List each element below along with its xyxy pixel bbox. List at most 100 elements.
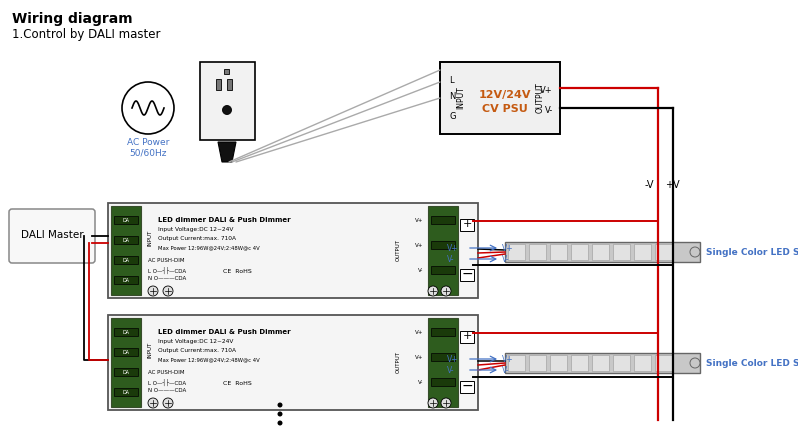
Circle shape (278, 403, 282, 407)
Bar (431, 353, 455, 361)
Text: L O—┤├—CDA: L O—┤├—CDA (148, 267, 186, 274)
Text: −: − (461, 379, 472, 393)
Bar (655, 244, 672, 260)
Text: N O———CDA: N O———CDA (148, 276, 186, 281)
Circle shape (428, 398, 438, 408)
Text: +: + (462, 331, 472, 341)
Bar (111, 318, 141, 407)
Text: Max Power 12:96W@24V;2:48W@c 4V: Max Power 12:96W@24V;2:48W@c 4V (158, 245, 260, 250)
Polygon shape (218, 142, 236, 162)
Bar (428, 318, 458, 407)
Text: Max Power 12:96W@24V;2:48W@c 4V: Max Power 12:96W@24V;2:48W@c 4V (158, 357, 260, 362)
Circle shape (441, 286, 451, 296)
Text: DA: DA (123, 257, 129, 263)
Text: V-: V- (447, 366, 455, 374)
Bar (431, 328, 455, 336)
Text: OUTPUT: OUTPUT (396, 351, 401, 373)
Text: DA: DA (123, 238, 129, 242)
Bar (613, 355, 630, 371)
Text: INPUT: INPUT (148, 230, 152, 246)
Text: DA: DA (123, 217, 129, 223)
Circle shape (690, 358, 700, 368)
Bar (508, 244, 525, 260)
Bar (550, 244, 567, 260)
Text: +: + (462, 219, 472, 229)
Bar (592, 244, 609, 260)
Text: CE  RoHS: CE RoHS (223, 381, 251, 386)
Bar (655, 355, 672, 371)
Circle shape (428, 286, 438, 296)
Text: INPUT: INPUT (148, 342, 152, 358)
Text: V+: V+ (447, 355, 459, 363)
Text: Input Voltage:DC 12~24V: Input Voltage:DC 12~24V (158, 339, 233, 344)
Text: AC Power: AC Power (127, 138, 169, 147)
Text: Input Voltage:DC 12~24V: Input Voltage:DC 12~24V (158, 227, 233, 232)
Bar (460, 381, 474, 393)
Text: 1.Control by DALI master: 1.Control by DALI master (12, 28, 160, 41)
Bar (114, 348, 138, 356)
Text: AC PUSH-DIM: AC PUSH-DIM (148, 370, 184, 375)
Text: Wiring diagram: Wiring diagram (12, 12, 132, 26)
Text: 12V/24V: 12V/24V (479, 90, 531, 100)
Bar (508, 355, 525, 371)
Bar (460, 331, 474, 343)
Bar (108, 203, 478, 298)
Text: INPUT: INPUT (456, 87, 465, 110)
Bar (114, 276, 138, 284)
Text: CE  RoHS: CE RoHS (223, 269, 251, 274)
Text: CV PSU: CV PSU (482, 104, 527, 114)
Text: 50/60Hz: 50/60Hz (129, 148, 167, 157)
Bar (431, 216, 455, 224)
Bar (431, 241, 455, 249)
Text: V+: V+ (414, 330, 423, 334)
Bar (224, 69, 229, 74)
Bar (114, 236, 138, 244)
Text: LED dimmer DALI & Push Dimmer: LED dimmer DALI & Push Dimmer (158, 217, 290, 223)
Bar (571, 244, 588, 260)
Bar (227, 79, 232, 90)
Bar (505, 242, 700, 262)
Text: DA: DA (123, 370, 129, 374)
Bar (550, 355, 567, 371)
Text: G: G (449, 112, 456, 121)
Text: DA: DA (123, 330, 129, 334)
Bar (216, 79, 221, 90)
Text: V+: V+ (414, 217, 423, 223)
Bar (431, 266, 455, 274)
Text: V-: V- (502, 254, 509, 264)
Text: OUTPUT: OUTPUT (535, 83, 544, 114)
Text: V-: V- (417, 379, 423, 385)
Text: −: − (461, 267, 472, 281)
Bar (634, 355, 651, 371)
Text: DA: DA (123, 349, 129, 355)
Text: -V: -V (645, 180, 654, 190)
Text: V-: V- (417, 268, 423, 272)
Text: L: L (449, 76, 453, 85)
Text: V+: V+ (414, 242, 423, 247)
Text: V+: V+ (502, 355, 514, 363)
Text: N O———CDA: N O———CDA (148, 388, 186, 393)
Text: AC PUSH-DIM: AC PUSH-DIM (148, 258, 184, 263)
Text: L O—┤├—CDA: L O—┤├—CDA (148, 379, 186, 386)
Bar (108, 315, 478, 410)
Bar (571, 355, 588, 371)
Text: V-: V- (545, 106, 553, 115)
Circle shape (163, 286, 173, 296)
Bar (505, 353, 700, 373)
Text: V+: V+ (502, 243, 514, 253)
Text: DALI Master: DALI Master (21, 230, 83, 240)
Bar (529, 355, 546, 371)
Circle shape (163, 398, 173, 408)
Circle shape (278, 411, 282, 417)
Bar (529, 244, 546, 260)
Circle shape (278, 421, 282, 425)
Circle shape (441, 398, 451, 408)
Bar (114, 256, 138, 264)
Circle shape (148, 398, 158, 408)
Text: V-: V- (502, 366, 509, 374)
Text: DA: DA (123, 278, 129, 282)
Text: DA: DA (123, 389, 129, 395)
Bar (592, 355, 609, 371)
Bar (114, 388, 138, 396)
Bar (613, 244, 630, 260)
